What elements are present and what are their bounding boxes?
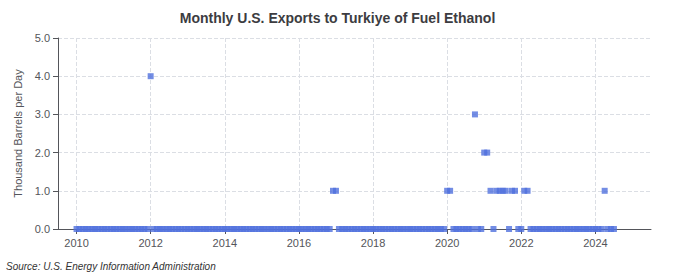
svg-text:2018: 2018 [361, 237, 385, 249]
svg-text:2016: 2016 [287, 237, 311, 249]
svg-text:2.0: 2.0 [35, 147, 50, 159]
svg-text:Thousand Barrels per Day: Thousand Barrels per Day [12, 69, 24, 198]
svg-text:2024: 2024 [583, 237, 607, 249]
svg-text:5.0: 5.0 [35, 32, 50, 44]
svg-text:3.0: 3.0 [35, 108, 50, 120]
svg-text:4.0: 4.0 [35, 70, 50, 82]
svg-text:2020: 2020 [435, 237, 459, 249]
svg-text:2014: 2014 [213, 237, 237, 249]
svg-text:1.0: 1.0 [35, 185, 50, 197]
svg-text:Monthly U.S. Exports to Turkiy: Monthly U.S. Exports to Turkiye of Fuel … [180, 10, 496, 26]
svg-text:2010: 2010 [64, 237, 88, 249]
svg-text:2012: 2012 [138, 237, 162, 249]
svg-text:Source: U.S. Energy Informatio: Source: U.S. Energy Information Administ… [6, 261, 216, 272]
svg-text:0.0: 0.0 [35, 223, 50, 235]
svg-text:2022: 2022 [509, 237, 533, 249]
